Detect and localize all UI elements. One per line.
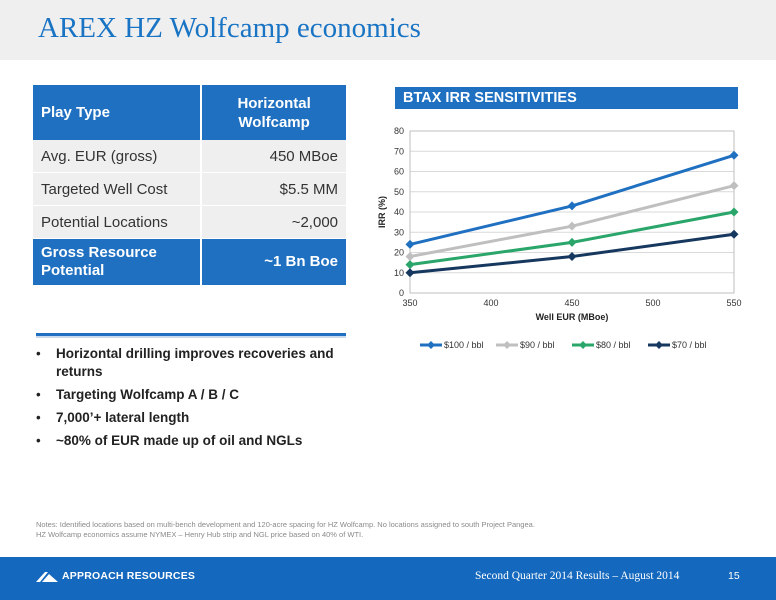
y-tick-label: 10 [394, 268, 404, 278]
chart-legend: $100 / bbl $90 / bbl $80 / bbl $70 / bbl [420, 340, 707, 350]
data-point [567, 252, 577, 262]
table-header-value: Horizontal Wolfcamp [201, 85, 346, 140]
x-tick-label: 550 [726, 298, 741, 308]
page-title: AREX HZ Wolfcamp economics [38, 12, 421, 44]
chart-banner: BTAX IRR SENSITIVITIES [395, 87, 738, 109]
series-line [409, 153, 735, 246]
y-tick-label: 70 [394, 146, 404, 156]
footer-bar [0, 557, 776, 600]
irr-sensitivity-chart: 0 10 20 30 40 50 60 70 80 350 400 450 500 550 Well EUR… [377, 126, 742, 350]
table-header-row: Play Type Horizontal Wolfcamp [33, 85, 346, 140]
table-row: Targeted Well Cost $5.5 MM [33, 172, 346, 206]
data-point [729, 207, 739, 217]
legend-label: $80 / bbl [596, 340, 631, 350]
legend-marker [655, 341, 663, 349]
footnote-line: Notes: Identified locations based on mul… [36, 520, 535, 529]
x-tick-label: 500 [645, 298, 660, 308]
legend-marker [503, 341, 511, 349]
x-tick-label: 350 [402, 298, 417, 308]
y-tick-label: 20 [394, 248, 404, 258]
legend-marker [579, 341, 587, 349]
row-value: $5.5 MM [201, 172, 346, 206]
footnotes: Notes: Identified locations based on mul… [36, 520, 736, 540]
row-label: Potential Locations [33, 205, 203, 239]
table-row: Potential Locations ~2,000 [33, 205, 346, 239]
y-tick-label: 40 [394, 207, 404, 217]
footnote-line: HZ Wolfcamp economics assume NYMEX – Hen… [36, 530, 364, 539]
chart-axes: 0 10 20 30 40 50 60 70 80 350 400 450 500 550 Well EUR… [377, 126, 742, 322]
row-label: Avg. EUR (gross) [33, 140, 203, 173]
data-point [567, 201, 577, 211]
legend-label: $100 / bbl [444, 340, 484, 350]
legend-marker [427, 341, 435, 349]
page-number: 15 [728, 570, 740, 582]
bullet-item: 7,000’+ lateral length [36, 409, 356, 427]
y-axis-label: IRR (%) [377, 196, 387, 228]
table-row: Avg. EUR (gross) 450 MBoe [33, 140, 346, 173]
data-point [729, 181, 739, 191]
row-value: ~2,000 [201, 205, 346, 239]
row-label: Targeted Well Cost [33, 172, 203, 206]
bullet-item: Targeting Wolfcamp A / B / C [36, 386, 356, 404]
data-point [405, 268, 415, 278]
data-point [729, 229, 739, 239]
bullet-item: ~80% of EUR made up of oil and NGLs [36, 432, 356, 450]
data-point [405, 252, 415, 262]
total-value: ~1 Bn Boe [201, 238, 346, 285]
company-logo-icon [36, 572, 58, 582]
bullet-item: Horizontal drilling improves recoveries … [36, 345, 356, 381]
legend-label: $90 / bbl [520, 340, 555, 350]
data-point [405, 239, 415, 249]
y-tick-label: 80 [394, 126, 404, 136]
data-point [405, 260, 415, 270]
data-point [567, 237, 577, 247]
legend-label: $70 / bbl [672, 340, 707, 350]
y-tick-label: 50 [394, 187, 404, 197]
bullet-list: Horizontal drilling improves recoveries … [36, 345, 356, 455]
economics-table: Play Type Horizontal Wolfcamp Avg. EUR (… [33, 85, 346, 285]
x-tick-label: 400 [483, 298, 498, 308]
table-header-label: Play Type [33, 85, 203, 140]
title-bar [0, 0, 776, 60]
x-axis-label: Well EUR (MBoe) [536, 312, 609, 322]
row-value: 450 MBoe [201, 140, 346, 173]
data-point [567, 221, 577, 231]
y-tick-label: 60 [394, 167, 404, 177]
x-tick-label: 450 [564, 298, 579, 308]
total-label: Gross Resource Potential [33, 238, 203, 285]
table-total-row: Gross Resource Potential ~1 Bn Boe [33, 238, 346, 285]
data-point [729, 150, 739, 160]
section-divider [36, 333, 346, 338]
chart-series [405, 150, 739, 278]
company-name: APPROACH RESOURCES [62, 570, 196, 582]
y-tick-label: 30 [394, 227, 404, 237]
y-tick-label: 0 [399, 288, 404, 298]
footer-caption: Second Quarter 2014 Results – August 201… [475, 570, 680, 582]
